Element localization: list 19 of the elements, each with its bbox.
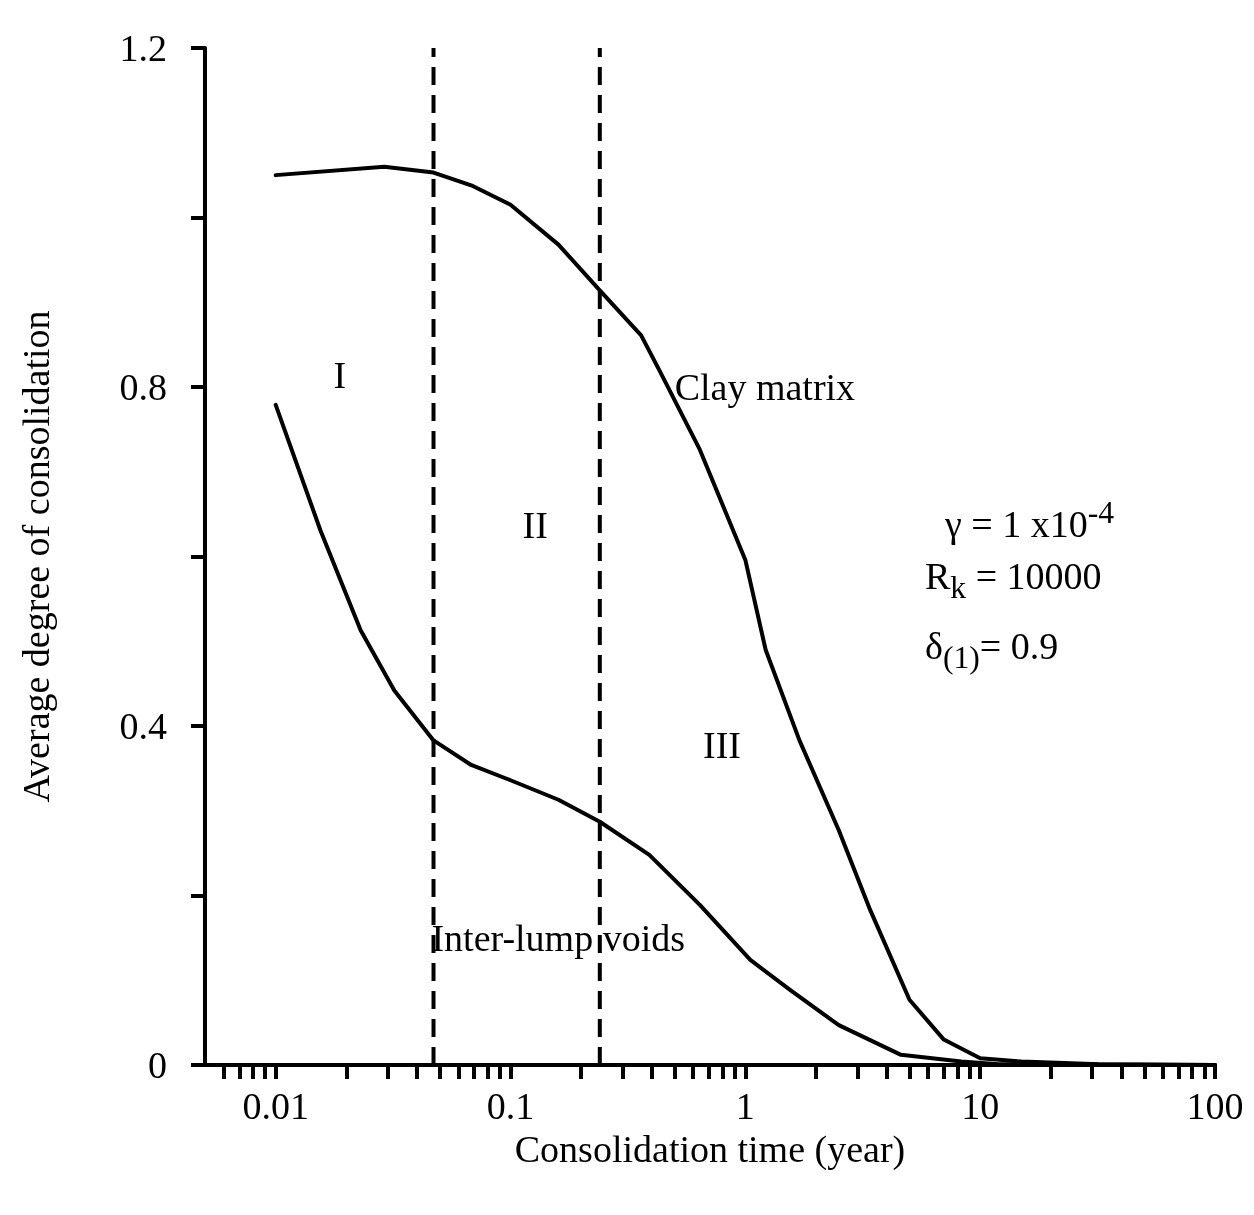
x-tick-label: 0.01 <box>242 1085 309 1127</box>
annotation: II <box>522 503 548 547</box>
annotation: III <box>703 723 741 767</box>
x-axis-title: Consolidation time (year) <box>514 1127 906 1171</box>
x-tick-label: 10 <box>961 1085 1000 1127</box>
y-tick-label: 0 <box>148 1044 167 1086</box>
annotation: I <box>333 353 347 397</box>
annotation: γ = 1 x10$^{-4}$ <box>945 494 1115 546</box>
annotation: δ$_{(1)}$= 0.9 <box>925 624 1059 676</box>
y-tick-label: 0.8 <box>119 366 167 408</box>
x-tick-label: 0.1 <box>486 1085 535 1127</box>
x-tick-label: 1 <box>735 1085 755 1127</box>
series-label: Clay matrix <box>674 365 856 409</box>
y-tick-label: 1.2 <box>119 27 167 69</box>
series-label: Inter-lump voids <box>431 915 686 960</box>
y-axis-title: Average degree of consolidation <box>15 310 57 803</box>
x-tick-label: 100 <box>1186 1085 1244 1127</box>
y-tick-label: 0.4 <box>119 705 167 747</box>
annotation: R$_{k}$ = 10000 <box>925 554 1102 606</box>
